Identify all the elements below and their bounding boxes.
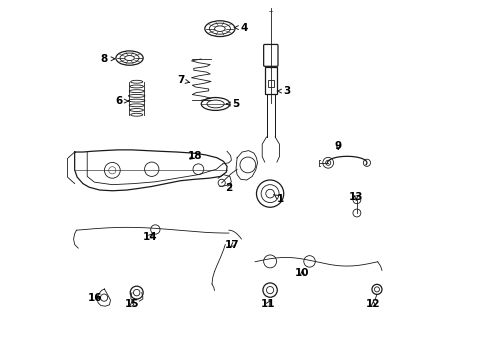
Text: 8: 8: [101, 54, 115, 64]
Text: 5: 5: [226, 99, 240, 109]
Text: 16: 16: [88, 293, 102, 303]
Text: 11: 11: [261, 299, 275, 309]
Text: 13: 13: [349, 192, 364, 202]
Text: 1: 1: [274, 194, 284, 204]
Text: 6: 6: [115, 96, 128, 106]
Text: 18: 18: [188, 150, 202, 161]
Text: 3: 3: [277, 86, 291, 96]
Text: 15: 15: [125, 299, 139, 309]
Text: 4: 4: [234, 23, 248, 33]
Text: 2: 2: [225, 183, 232, 193]
Text: 7: 7: [177, 75, 190, 85]
Text: 10: 10: [295, 268, 310, 278]
Text: 12: 12: [366, 299, 381, 309]
Text: 14: 14: [143, 232, 157, 242]
Text: 9: 9: [335, 141, 342, 151]
Text: 17: 17: [225, 240, 240, 250]
